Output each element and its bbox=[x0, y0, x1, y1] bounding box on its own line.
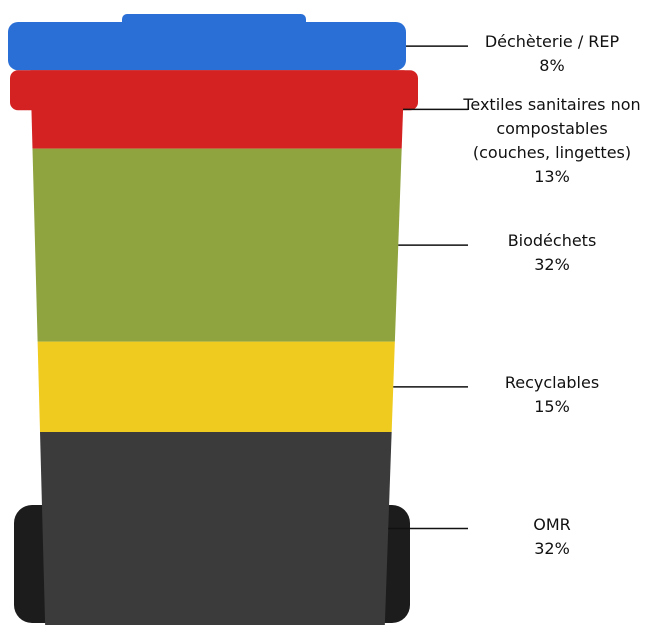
category: OMR bbox=[533, 514, 571, 534]
bin-segment bbox=[32, 148, 402, 342]
bin-rim bbox=[10, 70, 418, 111]
category: Biodéchets bbox=[507, 231, 597, 251]
segment-label: Biodéchets 32% bbox=[462, 229, 642, 277]
segment-label: Déchèterie / REP 8% bbox=[462, 30, 642, 78]
bin-segment bbox=[40, 432, 392, 625]
value-label: 15% bbox=[534, 396, 570, 416]
bin-segment bbox=[8, 22, 406, 71]
value-label: 13% bbox=[534, 167, 570, 187]
segment-label: Textiles sanitaires non compostables (co… bbox=[462, 93, 642, 189]
category: Recyclables bbox=[504, 372, 600, 392]
segment-label: Recyclables 15% bbox=[462, 371, 642, 419]
category: Déchèterie / REP bbox=[484, 32, 620, 52]
bin-segment bbox=[37, 341, 395, 433]
value-label: 32% bbox=[534, 255, 570, 275]
category: Textiles sanitaires non compostables (co… bbox=[463, 95, 641, 163]
value-label: 8% bbox=[539, 56, 565, 76]
segment-label: OMR 32% bbox=[462, 513, 642, 561]
value-label: 32% bbox=[534, 538, 570, 558]
